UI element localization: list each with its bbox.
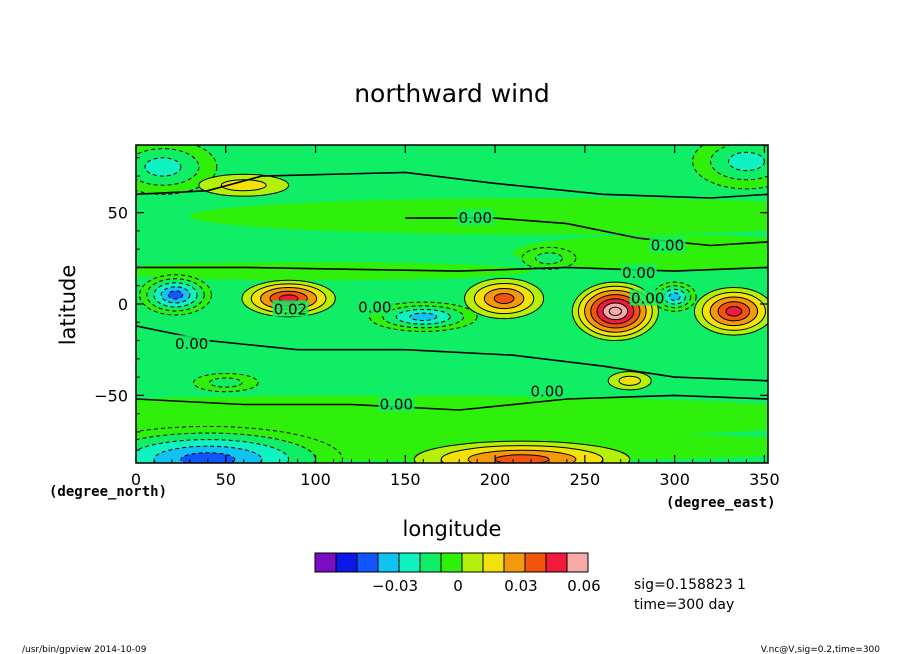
near-zero-band <box>136 395 768 440</box>
colorbar-swatch <box>545 552 568 573</box>
x-tick-label: 150 <box>390 470 421 489</box>
contour-feature-12 <box>192 372 259 393</box>
contour-feature-11 <box>521 246 577 270</box>
contour-feature-6 <box>693 287 768 336</box>
zero-contour-line <box>136 394 768 411</box>
contour-level <box>409 312 438 321</box>
colorbar-swatch <box>461 552 484 573</box>
plot-area: 0.00 0.00 0.00 0.00 0.02 0.00 0.00 0.00 0.00 <box>135 144 769 464</box>
contour-label: 0.00 <box>530 383 563 401</box>
footer-program-date: /usr/bin/gpview 2014-10-09 <box>22 645 147 654</box>
colorbar-tick-label: −0.03 <box>372 577 418 595</box>
contour-level <box>728 151 765 172</box>
colorbar-swatch <box>503 552 526 573</box>
time-annotation: time=300 day <box>634 597 734 613</box>
contour-feature-10 <box>692 145 768 190</box>
contour-label-bg <box>356 298 393 315</box>
contour-label: 0.00 <box>175 335 208 353</box>
contour-feature-4 <box>464 277 545 320</box>
near-zero-band <box>513 234 768 272</box>
colorbar-swatch <box>524 552 547 573</box>
y-tick-label: 50 <box>108 204 128 223</box>
y-axis-units: (degree_north) <box>49 484 167 500</box>
contour-label: 0.02 <box>274 300 307 318</box>
near-zero-band <box>189 198 768 235</box>
contour-level <box>725 306 743 317</box>
contour-level <box>220 179 267 192</box>
contour-level <box>180 452 236 463</box>
contour-label-bg <box>457 209 494 226</box>
contour-feature-14 <box>607 371 652 391</box>
x-axis-units: (degree_east) <box>666 495 776 511</box>
x-tick-label: 100 <box>300 470 331 489</box>
contour-label-bg <box>629 289 666 306</box>
contour-label: 0.00 <box>358 299 391 317</box>
colorbar: −0.03 0 0.03 0.06 <box>314 552 601 595</box>
colorbar-tick-label: 0 <box>453 577 463 595</box>
contour-label: 0.00 <box>459 209 492 227</box>
contour-label-bg <box>649 236 686 253</box>
x-tick-label: 300 <box>659 470 690 489</box>
contour-level <box>493 292 515 305</box>
contour-feature-1 <box>368 301 478 332</box>
footer-variable-info: V.nc@V,sig=0.2,time=300 <box>761 645 880 654</box>
colorbar-swatch <box>356 552 379 573</box>
colorbar-swatch <box>314 552 337 573</box>
x-tick-label: 200 <box>480 470 511 489</box>
y-tick-label: −50 <box>94 386 128 405</box>
contour-level <box>618 375 642 386</box>
axes: 0 50 100 150 200 250 300 350 50 0 −50 <box>94 145 780 489</box>
contour-level <box>144 157 182 177</box>
colorbar-swatch <box>419 552 442 573</box>
contour-label: 0.00 <box>380 396 413 414</box>
contour-feature-9 <box>136 145 218 195</box>
x-tick-label: 0 <box>131 470 141 489</box>
contour-level <box>167 290 184 300</box>
colorbar-swatch <box>566 552 589 573</box>
zero-contour-line <box>136 266 768 272</box>
colorbar-swatch <box>398 552 421 573</box>
contour-feature-7 <box>136 425 343 463</box>
contour-label: 0.00 <box>651 237 684 255</box>
contour-label-bg <box>529 382 566 399</box>
zero-contour-line <box>136 325 768 382</box>
colorbar-tick-label: 0.06 <box>567 577 600 595</box>
colorbar-swatch <box>440 552 463 573</box>
contour-label-bg <box>620 263 657 280</box>
y-axis-label: latitude <box>56 265 80 346</box>
colorbar-swatch <box>377 552 400 573</box>
contour-level <box>534 252 563 265</box>
x-tick-label: 350 <box>749 470 780 489</box>
contour-level <box>668 292 681 301</box>
contour-feature-0 <box>139 274 212 316</box>
contour-label: 0.00 <box>631 290 664 308</box>
colorbar-tick-label: 0.03 <box>504 577 537 595</box>
x-tick-label: 50 <box>216 470 236 489</box>
near-zero-band <box>136 261 531 281</box>
contour-label-bg <box>272 300 309 317</box>
contour-level <box>209 377 243 388</box>
colorbar-swatch <box>482 552 505 573</box>
contour-label: 0.00 <box>622 264 655 282</box>
y-tick-label: 0 <box>118 295 128 314</box>
zero-contour-line <box>136 171 768 199</box>
contour-label-bg <box>378 395 415 412</box>
chart-title: northward wind <box>354 79 550 108</box>
sig-annotation: sig=0.158823 1 <box>634 577 746 593</box>
contour-label-bg <box>173 335 210 352</box>
x-tick-label: 250 <box>570 470 601 489</box>
contour-feature-13 <box>198 173 290 197</box>
colorbar-swatch <box>335 552 358 573</box>
contour-level <box>608 306 623 316</box>
x-axis-label: longitude <box>403 517 502 541</box>
